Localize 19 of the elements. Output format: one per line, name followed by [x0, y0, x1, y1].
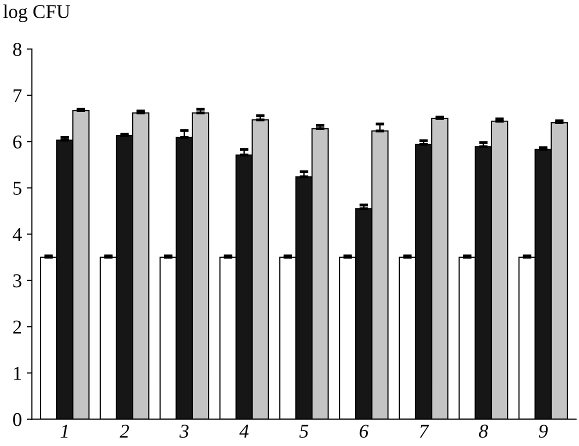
x-tick-label: 6: [360, 424, 369, 438]
y-axis-title: log CFU: [3, 4, 70, 22]
y-tick-label: 2: [13, 320, 22, 334]
y-tick-label: 6: [13, 135, 22, 149]
x-tick-label: 5: [299, 424, 308, 438]
y-tick-label: 4: [12, 228, 22, 241]
x-tick-label: 7: [420, 424, 430, 438]
x-tick-label: 4: [239, 424, 249, 438]
x-tick-label: 8: [478, 424, 488, 438]
x-tick-label: 2: [120, 424, 129, 438]
y-tick-label: 5: [14, 182, 22, 195]
y-tick-label: 8: [13, 42, 22, 56]
y-tick-label: 7: [14, 89, 22, 102]
y-tick-label: 3: [13, 274, 22, 288]
x-tick-label: 9: [538, 424, 548, 438]
y-tick-label: 1: [14, 366, 21, 380]
x-tick-label: 1: [60, 424, 68, 438]
y-tick-label: 0: [13, 413, 22, 426]
x-tick-label: 3: [179, 424, 189, 438]
